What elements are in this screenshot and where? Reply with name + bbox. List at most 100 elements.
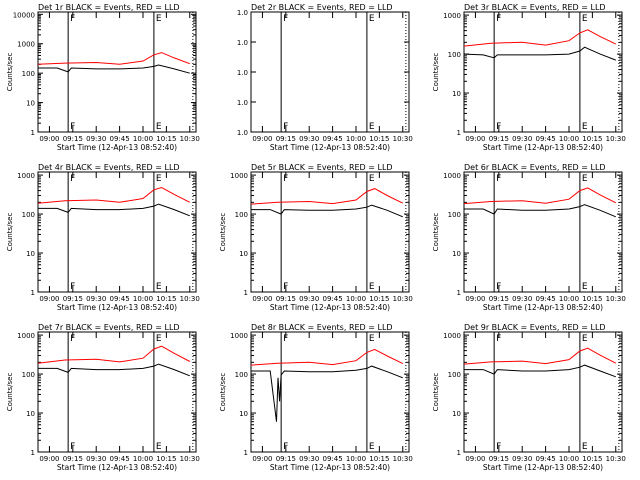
marker-label-bottom: E — [582, 282, 588, 292]
y-tick-label: 1000 — [230, 172, 248, 180]
x-axis-label: Start Time (12-Apr-13 08:52:40) — [270, 303, 390, 312]
x-tick-label: 09:00 — [465, 455, 485, 463]
y-tick-label: 1.0 — [237, 99, 248, 107]
panel-title: Det 6r BLACK = Events, RED = LLD — [464, 163, 606, 172]
x-tick-label: 09:30 — [299, 135, 319, 143]
panel-3: Det 3r BLACK = Events, RED = LLD 1 10 100 10… — [432, 3, 626, 152]
marker-label-top: F — [283, 14, 288, 24]
panel-6: Det 6r BLACK = Events, RED = LLD 1 10 100 10… — [432, 163, 626, 312]
marker-label-top: F — [70, 334, 75, 344]
x-tick-label: 10:30 — [393, 455, 413, 463]
y-tick-label: 10 — [26, 250, 35, 258]
x-tick-label: 09:45 — [323, 295, 343, 303]
x-tick-label: 09:15 — [276, 135, 296, 143]
x-tick-label: 09:30 — [299, 455, 319, 463]
y-tick-label: 100 — [448, 371, 461, 379]
marker-label-top: F — [496, 174, 501, 184]
marker-label-bottom: E — [156, 442, 162, 452]
y-tick-label: 1000 — [443, 172, 461, 180]
y-axis-label: Counts/sec — [432, 213, 440, 252]
x-tick-label: 10:30 — [180, 455, 200, 463]
x-tick-label: 10:00 — [346, 135, 366, 143]
plot-frame — [37, 331, 197, 453]
marker-label-bottom: E — [582, 442, 588, 452]
x-tick-label: 09:45 — [323, 135, 343, 143]
panel-title: Det 9r BLACK = Events, RED = LLD — [464, 323, 606, 332]
x-tick-label: 09:30 — [299, 295, 319, 303]
y-axis-label: Counts/sec — [6, 53, 14, 92]
x-axis-label: Start Time (12-Apr-13 08:52:40) — [270, 463, 390, 472]
marker-label-top: E — [156, 174, 162, 184]
plot-frame — [463, 331, 623, 453]
x-tick-label: 10:30 — [180, 135, 200, 143]
y-tick-label: 10 — [26, 100, 35, 108]
x-tick-label: 09:00 — [39, 295, 59, 303]
x-tick-label: 09:15 — [63, 135, 83, 143]
panel-2: Det 2r BLACK = Events, RED = LLD1.01.01.… — [237, 3, 413, 152]
y-axis-label: Counts/sec — [6, 373, 14, 412]
x-tick-label: 09:00 — [39, 455, 59, 463]
series-events — [464, 204, 616, 218]
y-tick-label: 10 — [452, 90, 461, 98]
x-tick-label: 09:30 — [512, 295, 532, 303]
marker-label-bottom: F — [496, 442, 501, 452]
y-tick-label: 1 — [31, 129, 35, 137]
marker-label-bottom: E — [369, 122, 375, 132]
x-tick-label: 10:15 — [156, 135, 176, 143]
y-tick-label: 1000 — [17, 172, 35, 180]
series-lld — [463, 187, 617, 205]
x-tick-label: 09:45 — [536, 295, 556, 303]
marker-label-top: E — [582, 14, 588, 24]
x-tick-label: 10:30 — [606, 135, 626, 143]
x-axis-label: Start Time (12-Apr-13 08:52:40) — [57, 463, 177, 472]
y-tick-label: 1 — [457, 129, 461, 137]
y-tick-label: 1 — [244, 289, 248, 297]
marker-label-bottom: F — [70, 282, 75, 292]
marker-label-bottom: F — [496, 122, 501, 132]
x-axis-label: Start Time (12-Apr-13 08:52:40) — [57, 303, 177, 312]
x-tick-label: 09:30 — [512, 455, 532, 463]
y-tick-label: 10000 — [13, 11, 35, 19]
y-tick-label: 1 — [457, 449, 461, 457]
x-tick-label: 10:30 — [393, 295, 413, 303]
marker-label-top: E — [582, 334, 588, 344]
y-tick-label: 100 — [448, 51, 461, 59]
plot-frame — [463, 11, 623, 133]
y-tick-label: 100 — [22, 371, 35, 379]
panel-title: Det 1r BLACK = Events, RED = LLD — [38, 3, 180, 12]
marker-label-top: E — [369, 14, 375, 24]
y-tick-label: 1.0 — [237, 39, 248, 47]
x-tick-label: 10:00 — [133, 135, 153, 143]
x-tick-label: 09:15 — [276, 295, 296, 303]
marker-label-top: F — [70, 174, 75, 184]
y-tick-label: 1000 — [17, 41, 35, 49]
panel-5: Det 5r BLACK = Events, RED = LLD 1 10 100 10… — [219, 163, 413, 312]
marker-label-top: E — [369, 174, 375, 184]
plot-frame — [37, 171, 197, 293]
marker-label-top: E — [582, 174, 588, 184]
y-tick-label: 10 — [239, 250, 248, 258]
x-tick-label: 10:15 — [369, 135, 389, 143]
x-axis-label: Start Time (12-Apr-13 08:52:40) — [483, 303, 603, 312]
y-axis-label: Counts/sec — [6, 213, 14, 252]
y-tick-label: 1 — [31, 449, 35, 457]
marker-label-bottom: F — [283, 442, 288, 452]
y-tick-label: 100 — [22, 70, 35, 78]
marker-label-bottom: F — [70, 442, 75, 452]
x-tick-label: 09:15 — [63, 455, 83, 463]
x-tick-label: 09:45 — [536, 135, 556, 143]
series-lld — [250, 188, 404, 205]
marker-label-top: F — [70, 14, 75, 24]
marker-label-bottom: E — [156, 122, 162, 132]
y-axis-label: Counts/sec — [219, 373, 227, 412]
plot-frame — [37, 11, 197, 133]
x-tick-label: 09:00 — [465, 295, 485, 303]
x-tick-label: 09:45 — [323, 455, 343, 463]
x-tick-label: 10:15 — [582, 295, 602, 303]
x-tick-label: 10:00 — [133, 295, 153, 303]
series-events — [38, 64, 190, 74]
y-axis-label: Counts/sec — [219, 213, 227, 252]
y-tick-label: 100 — [22, 211, 35, 219]
panel-title: Det 4r BLACK = Events, RED = LLD — [38, 163, 180, 172]
y-tick-label: 10 — [239, 410, 248, 418]
